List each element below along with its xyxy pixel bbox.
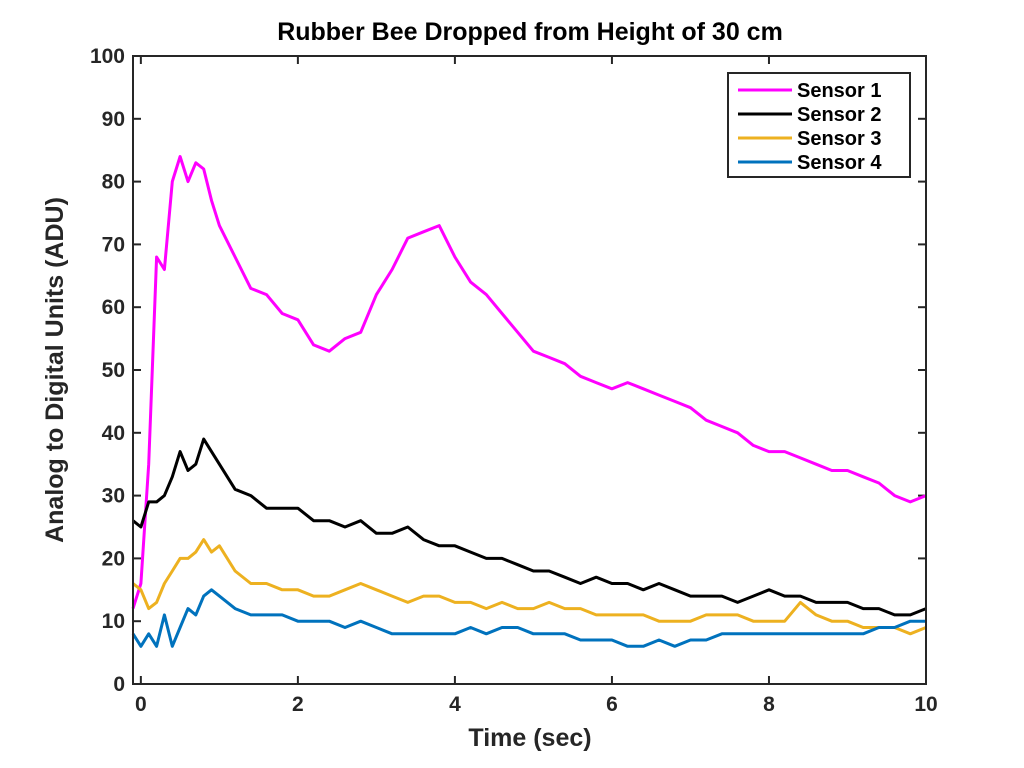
x-tick-label: 10 <box>914 693 937 716</box>
series-line-sensor-4 <box>131 588 926 648</box>
x-tick-label: 8 <box>763 693 775 716</box>
series-line-sensor-3 <box>132 538 927 636</box>
y-tick-label: 20 <box>102 547 125 570</box>
legend-label: Sensor 1 <box>797 80 881 102</box>
y-tick-label: 50 <box>102 359 125 382</box>
y-tick-label: 80 <box>102 171 125 194</box>
x-tick-label: 2 <box>292 693 304 716</box>
plot-frame <box>132 55 927 685</box>
series-line-sensor-2 <box>132 437 927 617</box>
y-tick-label: 90 <box>102 108 125 131</box>
legend-label: Sensor 4 <box>797 152 882 174</box>
legend-label: Sensor 2 <box>797 104 881 126</box>
y-axis-label: Analog to Digital Units (ADU) <box>41 197 69 543</box>
x-axis-label: Time (sec) <box>468 724 591 752</box>
y-tick-label: 100 <box>90 45 125 68</box>
x-tick-label: 6 <box>606 693 618 716</box>
x-tick-label: 0 <box>135 693 147 716</box>
y-tick-label: 60 <box>102 296 125 319</box>
chart-title: Rubber Bee Dropped from Height of 30 cm <box>277 18 783 46</box>
y-tick-label: 40 <box>102 422 125 445</box>
y-tick-label: 30 <box>102 485 125 508</box>
legend-label: Sensor 3 <box>797 128 881 150</box>
y-tick-label: 70 <box>102 233 125 256</box>
series-line-sensor-1 <box>131 155 927 610</box>
y-tick-label: 0 <box>113 673 125 696</box>
y-tick-label: 10 <box>102 610 125 633</box>
x-tick-label: 4 <box>449 693 461 716</box>
